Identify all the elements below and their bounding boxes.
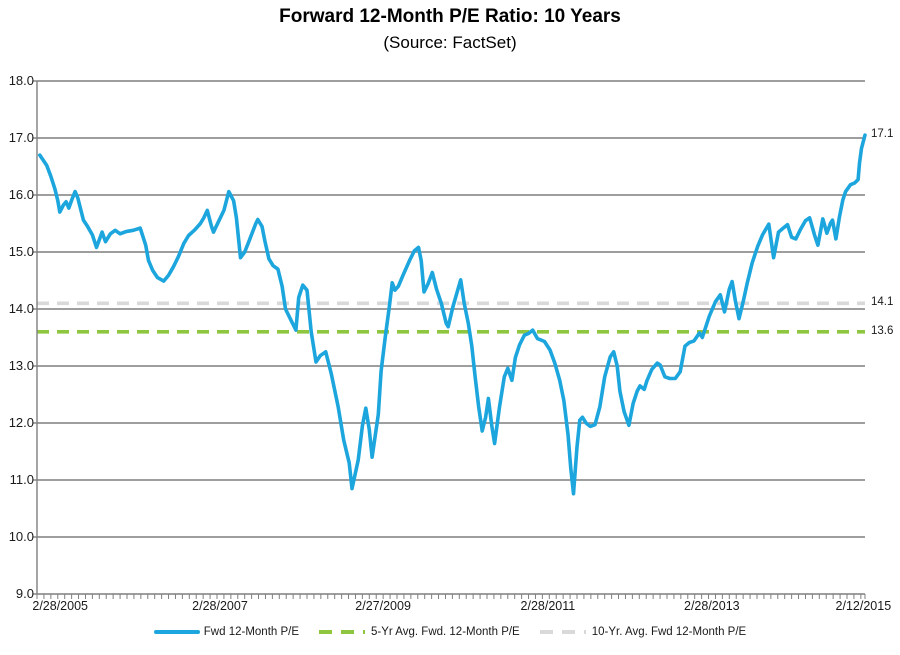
x-tick-label: 2/28/2007 xyxy=(192,599,248,613)
legend-item-5yr-avg: 5-Yr Avg. Fwd. 12-Month P/E xyxy=(317,626,520,638)
value-annotation-13.6: 13.6 xyxy=(871,324,894,337)
y-tick-label: 17.0 xyxy=(8,130,34,145)
legend-item-fwd-pe: Fwd 12-Month P/E xyxy=(153,626,300,638)
legend: Fwd 12-Month P/E 5-Yr Avg. Fwd. 12-Month… xyxy=(0,626,900,638)
x-tick-label: 2/28/2005 xyxy=(32,599,88,613)
value-annotation-17.1: 17.1 xyxy=(871,128,894,141)
x-tick-label: 2/12/2015 xyxy=(835,599,892,613)
x-tick-label: 2/27/2009 xyxy=(355,599,411,613)
y-tick-label: 18.0 xyxy=(8,73,34,88)
y-tick-label: 16.0 xyxy=(8,187,34,202)
y-tick-label: 10.0 xyxy=(8,529,34,544)
legend-label-5yr-avg: 5-Yr Avg. Fwd. 12-Month P/E xyxy=(371,626,520,638)
chart-subtitle: (Source: FactSet) xyxy=(383,33,517,52)
y-tick-label: 12.0 xyxy=(8,415,34,430)
solid-line-swatch-icon xyxy=(153,630,200,634)
y-tick-label: 13.0 xyxy=(8,358,34,373)
legend-label-fwd-pe: Fwd 12-Month P/E xyxy=(203,626,300,638)
x-tick-label: 2/28/2013 xyxy=(684,599,740,613)
chart-title: Forward 12-Month P/E Ratio: 10 Years xyxy=(279,6,621,27)
y-tick-label: 15.0 xyxy=(8,244,34,259)
dashed-line-swatch-icon xyxy=(319,630,366,634)
y-tick-label: 11.0 xyxy=(9,472,34,487)
dashed-line-swatch-icon xyxy=(539,630,586,634)
value-annotation-14.1: 14.1 xyxy=(871,296,894,309)
x-tick-label: 2/28/2011 xyxy=(520,599,576,613)
legend-item-10yr-avg: 10-Yr. Avg. Fwd 12-Month P/E xyxy=(538,626,746,638)
legend-label-10yr-avg: 10-Yr. Avg. Fwd 12-Month P/E xyxy=(591,626,747,638)
y-tick-label: 9.0 xyxy=(15,586,34,601)
data-line xyxy=(37,133,867,496)
y-tick-label: 14.0 xyxy=(8,301,34,316)
